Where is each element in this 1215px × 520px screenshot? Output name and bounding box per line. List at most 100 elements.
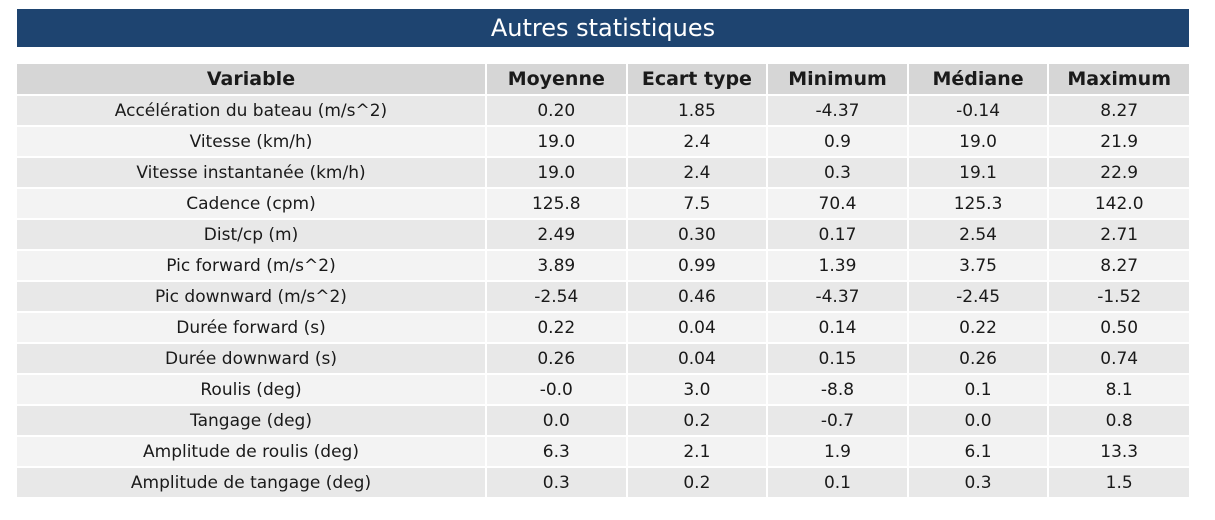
cell-maximum: 8.27	[1048, 250, 1189, 282]
cell-std-dev: 0.2	[626, 467, 769, 499]
cell-mean: -0.0	[486, 374, 628, 406]
table-row: Pic forward (m/s^2) 3.89 0.99 1.39 3.75 8.27	[17, 250, 1189, 282]
cell-variable: Tangage (deg)	[17, 405, 487, 437]
cell-minimum: -4.37	[767, 95, 909, 127]
table-row: Pic downward (m/s^2) -2.54 0.46 -4.37 -2.45-…	[17, 281, 1189, 313]
cell-variable: Amplitude de tangage (deg)	[17, 467, 487, 499]
cell-variable: Pic downward (m/s^2)	[17, 281, 487, 313]
table-row: Tangage (deg) 0.0 0.2 -0.7 0.0 0.8	[17, 405, 1189, 437]
cell-variable: Cadence (cpm)	[17, 188, 487, 220]
column-header-variable: Variable	[17, 64, 487, 96]
cell-maximum: 8.27	[1048, 95, 1189, 127]
cell-median: 2.54	[907, 219, 1050, 251]
table-row: Vitesse (km/h) 19.0 2.4 0.9 19.0 21.9	[17, 126, 1189, 158]
cell-maximum: 0.74	[1048, 343, 1189, 375]
cell-mean: 125.8	[486, 188, 628, 220]
cell-mean: 2.49	[486, 219, 628, 251]
table-header: Variable Moyenne Ecart type Minimum Médi…	[17, 64, 1189, 96]
cell-variable: Roulis (deg)	[17, 374, 487, 406]
cell-minimum: 1.39	[767, 250, 909, 282]
table-row: Amplitude de roulis (deg) 6.3 2.1 1.9 6.1 13.…	[17, 436, 1189, 468]
cell-variable: Dist/cp (m)	[17, 219, 487, 251]
table-row: Durée forward (s) 0.22 0.04 0.14 0.22 0.50	[17, 312, 1189, 344]
cell-mean: 3.89	[486, 250, 628, 282]
cell-maximum: 0.50	[1048, 312, 1189, 344]
cell-std-dev: 0.2	[626, 405, 769, 437]
cell-mean: 19.0	[486, 126, 628, 158]
cell-maximum: 13.3	[1048, 436, 1189, 468]
table-row: Durée downward (s) 0.26 0.04 0.15 0.26 0.74	[17, 343, 1189, 375]
cell-minimum: 1.9	[767, 436, 909, 468]
cell-variable: Pic forward (m/s^2)	[17, 250, 487, 282]
cell-maximum: 21.9	[1048, 126, 1189, 158]
cell-variable: Durée downward (s)	[17, 343, 487, 375]
table-row: Amplitude de tangage (deg) 0.3 0.2 0.1 0.3 1.…	[17, 467, 1189, 499]
cell-median: 3.75	[907, 250, 1050, 282]
cell-std-dev: 3.0	[626, 374, 769, 406]
column-header-median: Médiane	[907, 64, 1050, 96]
cell-mean: 0.20	[486, 95, 628, 127]
cell-mean: 0.0	[486, 405, 628, 437]
cell-std-dev: 1.85	[626, 95, 769, 127]
cell-maximum: 22.9	[1048, 157, 1189, 189]
cell-median: 0.26	[907, 343, 1050, 375]
cell-variable: Accélération du bateau (m/s^2)	[17, 95, 487, 127]
cell-variable: Vitesse (km/h)	[17, 126, 487, 158]
cell-std-dev: 0.30	[626, 219, 769, 251]
cell-maximum: 8.1	[1048, 374, 1189, 406]
cell-minimum: -8.8	[767, 374, 909, 406]
section-title: Autres statistiques	[17, 9, 1189, 47]
cell-minimum: 0.1	[767, 467, 909, 499]
cell-median: 125.3	[907, 188, 1050, 220]
table-body: Accélération du bateau (m/s^2) 0.20 1.85 -4…	[17, 95, 1189, 499]
column-header-mean: Moyenne	[486, 64, 628, 96]
table-row: Accélération du bateau (m/s^2) 0.20 1.85 -4…	[17, 95, 1189, 127]
column-header-minimum: Minimum	[767, 64, 909, 96]
table-row: Cadence (cpm) 125.8 7.5 70.4 125.3 142.0	[17, 188, 1189, 220]
cell-std-dev: 0.99	[626, 250, 769, 282]
cell-std-dev: 0.46	[626, 281, 769, 313]
header-row: Variable Moyenne Ecart type Minimum Médi…	[17, 64, 1189, 96]
cell-std-dev: 2.4	[626, 126, 769, 158]
cell-minimum: 0.14	[767, 312, 909, 344]
cell-variable: Durée forward (s)	[17, 312, 487, 344]
cell-median: 6.1	[907, 436, 1050, 468]
table-row: Roulis (deg) -0.0 3.0 -8.8 0.1 8.1	[17, 374, 1189, 406]
cell-minimum: -4.37	[767, 281, 909, 313]
cell-mean: 0.3	[486, 467, 628, 499]
cell-mean: 6.3	[486, 436, 628, 468]
cell-maximum: 0.8	[1048, 405, 1189, 437]
cell-maximum: 142.0	[1048, 188, 1189, 220]
cell-minimum: 70.4	[767, 188, 909, 220]
cell-minimum: 0.3	[767, 157, 909, 189]
cell-maximum: -1.52	[1048, 281, 1189, 313]
cell-variable: Amplitude de roulis (deg)	[17, 436, 487, 468]
cell-median: 0.22	[907, 312, 1050, 344]
cell-minimum: 0.15	[767, 343, 909, 375]
column-header-std-dev: Ecart type	[626, 64, 769, 96]
table-row: Vitesse instantanée (km/h) 19.0 2.4 0.3 19.1…	[17, 157, 1189, 189]
cell-variable: Vitesse instantanée (km/h)	[17, 157, 487, 189]
cell-median: 0.1	[907, 374, 1050, 406]
cell-mean: 19.0	[486, 157, 628, 189]
cell-median: 19.1	[907, 157, 1050, 189]
cell-maximum: 2.71	[1048, 219, 1189, 251]
cell-median: -0.14	[907, 95, 1050, 127]
cell-mean: 0.22	[486, 312, 628, 344]
cell-std-dev: 7.5	[626, 188, 769, 220]
cell-std-dev: 2.4	[626, 157, 769, 189]
cell-std-dev: 2.1	[626, 436, 769, 468]
column-header-maximum: Maximum	[1048, 64, 1189, 96]
table-row: Dist/cp (m) 2.49 0.30 0.17 2.54 2.71	[17, 219, 1189, 251]
cell-maximum: 1.5	[1048, 467, 1189, 499]
cell-std-dev: 0.04	[626, 343, 769, 375]
cell-minimum: 0.9	[767, 126, 909, 158]
cell-median: 0.0	[907, 405, 1050, 437]
statistics-table: Variable Moyenne Ecart type Minimum Médi…	[17, 64, 1189, 499]
cell-minimum: -0.7	[767, 405, 909, 437]
cell-mean: 0.26	[486, 343, 628, 375]
cell-median: 0.3	[907, 467, 1050, 499]
cell-median: 19.0	[907, 126, 1050, 158]
cell-mean: -2.54	[486, 281, 628, 313]
